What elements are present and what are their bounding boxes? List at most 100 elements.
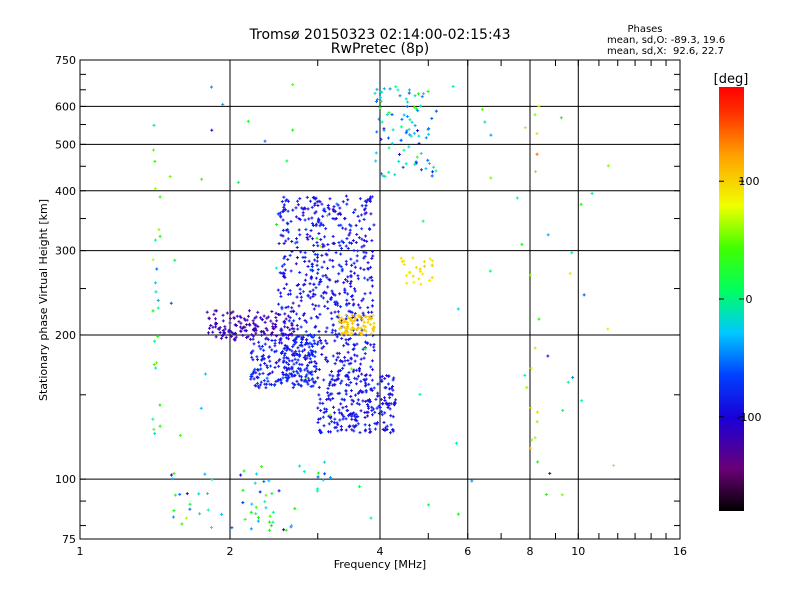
data-point — [211, 330, 215, 334]
data-point — [231, 331, 235, 335]
data-point — [362, 208, 366, 212]
data-point — [354, 314, 358, 318]
data-point — [350, 310, 354, 314]
data-point — [268, 528, 272, 532]
data-point — [321, 478, 325, 482]
data-point — [342, 331, 346, 335]
data-point — [360, 333, 364, 337]
data-point — [263, 320, 267, 324]
data-point — [253, 367, 257, 371]
data-point — [412, 105, 416, 109]
data-point — [290, 333, 294, 337]
data-point — [369, 317, 373, 321]
data-point — [310, 378, 314, 382]
data-point — [336, 212, 340, 216]
data-point — [231, 310, 235, 314]
data-point — [331, 292, 335, 296]
data-point — [310, 216, 314, 220]
data-point — [298, 197, 302, 201]
data-point — [382, 127, 386, 131]
data-point — [347, 377, 351, 381]
data-point — [375, 406, 379, 410]
data-point — [326, 243, 330, 247]
data-point — [388, 407, 392, 411]
data-point — [363, 423, 367, 427]
data-point — [331, 383, 335, 387]
data-point — [407, 88, 411, 92]
data-point — [357, 390, 361, 394]
data-point — [308, 282, 312, 286]
data-point — [389, 414, 393, 418]
data-point — [422, 260, 426, 264]
data-point — [286, 326, 290, 330]
data-point — [312, 282, 316, 286]
data-point — [300, 206, 304, 210]
data-point — [311, 223, 315, 227]
data-point — [401, 165, 405, 169]
data-point — [271, 326, 275, 330]
data-point — [309, 385, 313, 389]
data-point — [342, 363, 346, 367]
data-point — [346, 330, 350, 334]
data-point — [331, 207, 335, 211]
data-point — [361, 324, 365, 328]
data-point — [269, 364, 273, 368]
data-point — [264, 386, 268, 390]
data-point — [258, 490, 262, 494]
data-point — [387, 402, 391, 406]
data-point — [284, 332, 288, 336]
data-point — [293, 383, 297, 387]
data-point — [284, 306, 288, 310]
data-point — [221, 319, 225, 323]
data-point — [355, 377, 359, 381]
colorbar-ticks: 100 0 -100 — [719, 175, 761, 424]
data-point — [299, 378, 303, 382]
data-point — [207, 326, 211, 330]
data-point — [285, 348, 289, 352]
data-point — [361, 347, 365, 351]
data-point — [345, 303, 349, 307]
data-point — [350, 417, 354, 421]
data-point — [331, 405, 335, 409]
data-point — [259, 380, 263, 384]
data-point — [354, 382, 358, 386]
data-point — [304, 338, 308, 342]
data-point — [266, 379, 270, 383]
data-point — [222, 331, 226, 335]
data-point — [312, 243, 316, 247]
data-point — [283, 312, 287, 316]
x-tick-label: 8 — [527, 545, 534, 558]
y-tick-label: 75 — [62, 533, 76, 546]
y-tick-label: 100 — [55, 473, 76, 486]
data-point — [456, 307, 460, 311]
data-point — [228, 316, 232, 320]
data-point — [353, 289, 357, 293]
data-point — [294, 206, 298, 210]
data-point — [251, 349, 255, 353]
data-point — [237, 320, 241, 324]
data-point — [212, 312, 216, 316]
data-point — [314, 286, 318, 290]
data-point — [286, 199, 290, 203]
x-tick-label: 16 — [673, 545, 687, 558]
data-point — [282, 272, 286, 276]
data-point — [316, 219, 320, 223]
data-point — [154, 366, 158, 370]
data-point — [261, 371, 265, 375]
data-point — [249, 373, 253, 377]
data-point — [283, 268, 287, 272]
data-point — [264, 337, 268, 341]
data-point — [282, 333, 286, 337]
data-point — [358, 315, 362, 319]
data-point — [254, 371, 258, 375]
data-point — [254, 384, 258, 388]
data-point — [253, 316, 257, 320]
data-point — [380, 413, 384, 417]
data-point — [534, 170, 538, 174]
data-point — [295, 369, 299, 373]
data-point — [413, 94, 417, 98]
data-point — [270, 338, 274, 342]
data-point — [296, 371, 300, 375]
data-point — [299, 367, 303, 371]
data-point — [350, 428, 354, 432]
